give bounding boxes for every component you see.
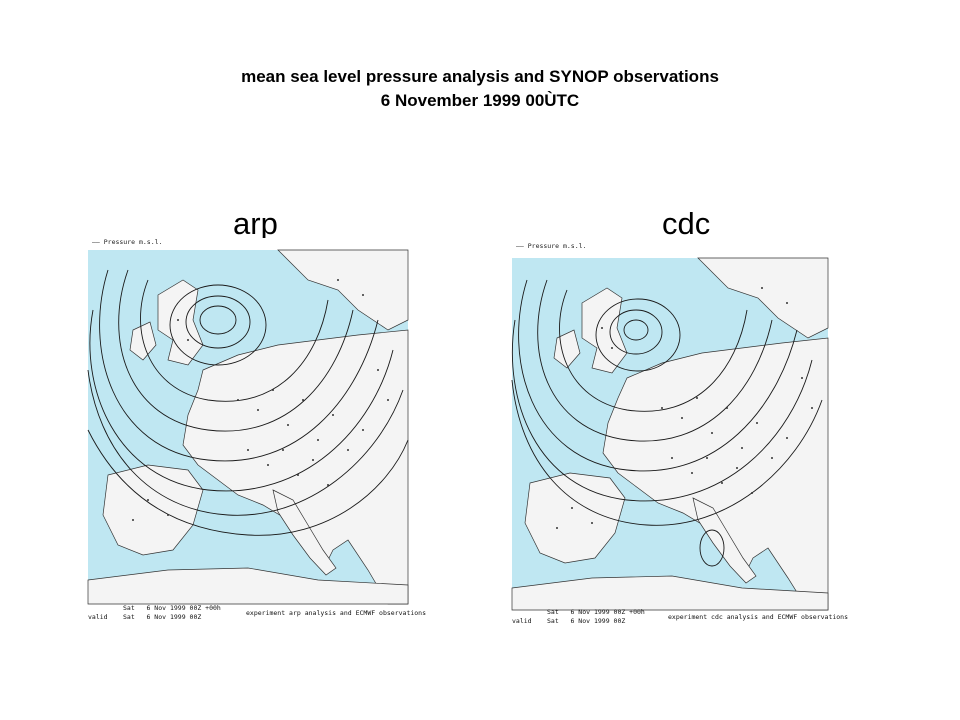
map-panel-arp: —— Pressure m.s.l. xyxy=(86,238,456,624)
panel-label-arp: arp xyxy=(233,206,278,241)
scandinavia-land xyxy=(697,257,829,339)
italy-land xyxy=(692,497,757,584)
iberia-land xyxy=(524,472,626,564)
british-isles-land xyxy=(581,287,628,374)
pressure-map-cdc xyxy=(511,257,829,611)
footer-valid-label: valid xyxy=(88,613,108,621)
legend-pressure-msl: —— Pressure m.s.l. xyxy=(92,238,163,246)
figure-title-line-1: mean sea level pressure analysis and SYN… xyxy=(241,67,719,86)
footer-experiment: experiment cdc analysis and ECMWF observ… xyxy=(668,613,849,621)
iberia-land xyxy=(102,464,204,556)
north-africa-land xyxy=(511,575,829,611)
scandinavia-land xyxy=(277,249,409,331)
figure-title-line-2: 6 November 1999 00ÙTC xyxy=(380,91,580,110)
italy-land xyxy=(272,489,337,576)
footer-valid-time: Sat 6 Nov 1999 00Z xyxy=(123,613,202,621)
map-panel-cdc: —— Pressure m.s.l. xyxy=(510,242,875,628)
footer-valid-label: valid xyxy=(512,617,532,625)
north-africa-land xyxy=(87,567,409,605)
footer-experiment: experiment arp analysis and ECMWF observ… xyxy=(246,609,427,617)
synop-observations xyxy=(556,287,813,529)
footer-run-time: Sat 6 Nov 1999 00Z +00h xyxy=(547,608,645,616)
pressure-map-arp xyxy=(87,249,409,605)
synop-observations xyxy=(132,279,389,521)
legend-pressure-msl: —— Pressure m.s.l. xyxy=(516,242,587,250)
panel-label-cdc: cdc xyxy=(662,206,711,241)
footer-run-time: Sat 6 Nov 1999 00Z +00h xyxy=(123,604,221,612)
footer-valid-time: Sat 6 Nov 1999 00Z xyxy=(547,617,626,625)
british-isles-land xyxy=(157,279,204,366)
